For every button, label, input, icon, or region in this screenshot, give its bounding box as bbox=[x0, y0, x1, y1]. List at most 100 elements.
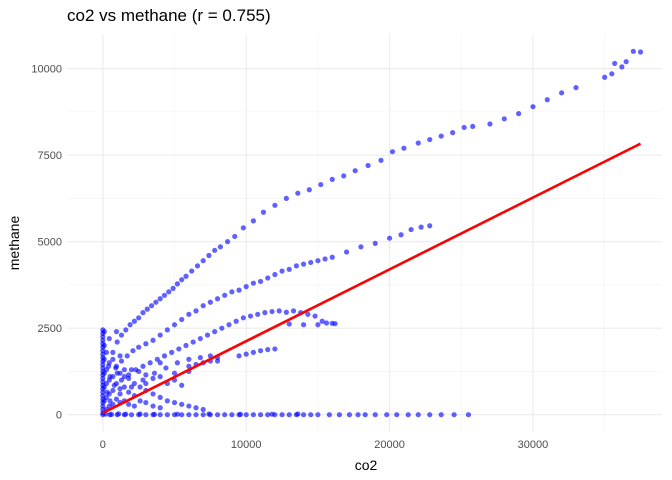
data-point bbox=[179, 382, 185, 388]
data-point bbox=[114, 370, 120, 376]
data-point bbox=[427, 223, 433, 229]
data-point bbox=[157, 394, 163, 400]
data-point bbox=[136, 344, 142, 350]
data-point bbox=[305, 311, 311, 317]
data-point bbox=[118, 377, 125, 383]
data-point bbox=[101, 329, 107, 335]
data-point bbox=[174, 360, 180, 366]
data-point bbox=[103, 394, 110, 400]
data-point bbox=[405, 412, 411, 418]
data-point bbox=[186, 356, 192, 362]
data-point bbox=[355, 412, 361, 418]
data-point bbox=[200, 412, 206, 418]
data-point bbox=[176, 346, 182, 352]
data-point bbox=[131, 403, 137, 409]
data-point bbox=[150, 337, 156, 343]
data-point bbox=[265, 275, 271, 281]
data-point bbox=[619, 64, 625, 70]
data-point bbox=[240, 225, 246, 231]
data-point bbox=[372, 240, 378, 246]
data-point bbox=[272, 271, 278, 278]
data-point bbox=[257, 278, 264, 285]
data-point bbox=[255, 311, 261, 317]
data-point bbox=[470, 123, 476, 130]
data-point bbox=[157, 296, 163, 302]
data-point bbox=[315, 322, 321, 328]
data-point bbox=[336, 412, 343, 418]
data-point bbox=[186, 403, 192, 409]
data-point bbox=[151, 411, 158, 417]
data-point bbox=[110, 401, 116, 407]
data-point bbox=[384, 412, 390, 418]
data-point bbox=[398, 232, 404, 238]
y-tick-label: 7500 bbox=[38, 150, 62, 162]
data-point bbox=[197, 335, 203, 342]
data-point bbox=[236, 353, 242, 359]
data-point bbox=[207, 299, 213, 305]
data-point bbox=[107, 374, 113, 380]
data-point bbox=[308, 259, 314, 266]
data-point bbox=[389, 149, 396, 155]
data-points bbox=[100, 48, 644, 418]
data-point bbox=[257, 412, 264, 418]
data-point bbox=[427, 412, 433, 418]
data-point bbox=[143, 412, 149, 418]
data-point bbox=[137, 398, 143, 404]
data-point bbox=[308, 412, 314, 418]
data-point bbox=[243, 412, 249, 418]
data-point bbox=[265, 412, 271, 418]
data-point bbox=[179, 401, 185, 407]
data-point bbox=[105, 363, 112, 369]
grid-minor bbox=[67, 34, 662, 432]
data-point bbox=[128, 412, 135, 418]
data-point bbox=[190, 339, 196, 345]
data-point bbox=[170, 285, 176, 291]
data-point bbox=[461, 124, 467, 131]
data-point bbox=[130, 348, 136, 354]
data-point bbox=[319, 318, 325, 324]
data-point bbox=[200, 406, 206, 413]
data-point bbox=[164, 398, 170, 404]
data-point bbox=[358, 244, 364, 250]
data-point bbox=[226, 322, 232, 328]
data-point bbox=[286, 266, 292, 272]
data-point bbox=[151, 370, 158, 376]
y-tick-label: 0 bbox=[56, 410, 62, 422]
data-point bbox=[143, 399, 149, 406]
data-point bbox=[451, 412, 457, 418]
data-point bbox=[143, 372, 149, 378]
data-point bbox=[332, 321, 338, 327]
data-point bbox=[179, 316, 185, 323]
data-point bbox=[276, 308, 282, 314]
data-point bbox=[609, 71, 615, 77]
chart-title: co2 vs methane (r = 0.755) bbox=[67, 6, 271, 25]
data-point bbox=[530, 104, 536, 110]
data-point bbox=[450, 130, 456, 136]
data-point bbox=[573, 85, 579, 91]
data-point bbox=[233, 318, 239, 324]
data-point bbox=[501, 116, 507, 122]
data-point bbox=[386, 235, 393, 241]
data-point bbox=[121, 367, 127, 373]
data-point bbox=[123, 327, 129, 333]
data-point bbox=[124, 353, 130, 359]
data-point bbox=[150, 375, 156, 381]
data-point bbox=[194, 263, 201, 269]
data-point bbox=[269, 308, 275, 315]
data-point bbox=[637, 49, 644, 55]
data-point bbox=[214, 358, 221, 364]
data-point bbox=[137, 411, 143, 417]
data-point bbox=[157, 412, 163, 418]
data-point bbox=[140, 310, 146, 316]
data-point bbox=[272, 202, 278, 208]
data-point bbox=[186, 363, 192, 369]
data-point bbox=[193, 308, 199, 314]
data-point bbox=[164, 412, 170, 418]
data-point bbox=[161, 292, 168, 298]
data-point bbox=[260, 209, 267, 215]
data-point bbox=[295, 411, 301, 417]
data-point bbox=[174, 411, 180, 417]
data-point bbox=[121, 384, 127, 390]
data-point bbox=[148, 303, 155, 309]
